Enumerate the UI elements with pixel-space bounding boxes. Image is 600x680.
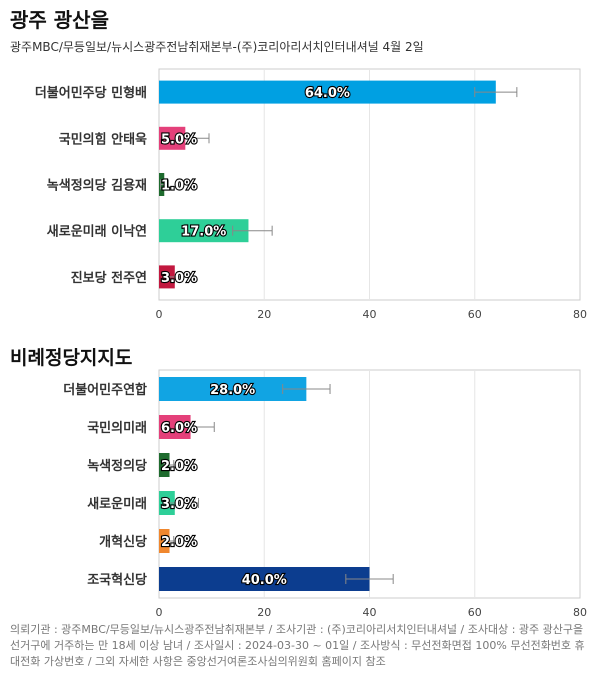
category-label: 새로운미래 이낙연 xyxy=(47,224,147,240)
bar xyxy=(159,80,496,104)
page-subtitle: 광주MBC/무등일보/뉴시스광주전남취재본부-(주)코리아리서치인터내셔널 4월… xyxy=(10,40,424,54)
bar xyxy=(159,491,175,515)
x-tick-label: 20 xyxy=(257,308,271,321)
bar xyxy=(159,265,175,289)
x-tick-label: 40 xyxy=(363,606,377,619)
bar xyxy=(159,126,186,150)
value-label: 5.0% xyxy=(161,132,197,147)
value-label: 6.0% xyxy=(161,421,197,436)
value-label: 64.0% xyxy=(305,86,350,101)
candidate-support-chart: 0 20 40 60 80 더불어민주당 민형배 64.0% 국민의힘 안태욱 5.0% 녹색정의… xyxy=(35,68,587,321)
category-label: 더불어민주연합 xyxy=(63,382,147,398)
value-label: 2.0% xyxy=(161,535,197,550)
category-label: 더불어민주당 민형배 xyxy=(35,85,147,101)
value-label: 3.0% xyxy=(161,271,197,286)
survey-footnote: 의뢰기관 : 광주MBC/무등일보/뉴시스광주전남취재본부 / 조사기관 : (… xyxy=(10,623,585,668)
x-tick-label: 20 xyxy=(257,606,271,619)
category-label: 조국혁신당 xyxy=(87,572,147,588)
x-tick-label: 0 xyxy=(156,606,163,619)
party-support-chart: 0 20 40 60 80 더불어민주연합 28.0% 국민의미래 6.0% 녹색정의당 2.0% 새… xyxy=(63,369,587,619)
x-tick-label: 40 xyxy=(363,308,377,321)
value-label: 17.0% xyxy=(181,225,226,240)
bar xyxy=(159,567,370,591)
x-tick-label: 60 xyxy=(468,606,482,619)
page-title: 광주 광산을 xyxy=(10,8,109,32)
bar xyxy=(159,219,249,243)
value-label: 3.0% xyxy=(161,497,197,512)
category-label: 국민의미래 xyxy=(87,420,147,436)
category-label: 국민의힘 안태욱 xyxy=(59,131,147,147)
value-label: 28.0% xyxy=(210,383,255,398)
category-label: 녹색정의당 김용재 xyxy=(47,178,147,194)
value-label: 40.0% xyxy=(242,573,287,588)
x-tick-label: 80 xyxy=(573,308,587,321)
x-tick-label: 80 xyxy=(573,606,587,619)
category-label: 개혁신당 xyxy=(99,534,147,550)
x-tick-label: 60 xyxy=(468,308,482,321)
bar xyxy=(159,377,307,401)
value-label: 2.0% xyxy=(161,459,197,474)
category-label: 진보당 전주연 xyxy=(71,270,147,286)
category-label: 녹색정의당 xyxy=(87,458,147,474)
party-support-title: 비례정당지지도 xyxy=(10,347,133,369)
value-label: 1.0% xyxy=(161,179,197,194)
x-tick-label: 0 xyxy=(156,308,163,321)
category-label: 새로운미래 xyxy=(87,496,147,512)
